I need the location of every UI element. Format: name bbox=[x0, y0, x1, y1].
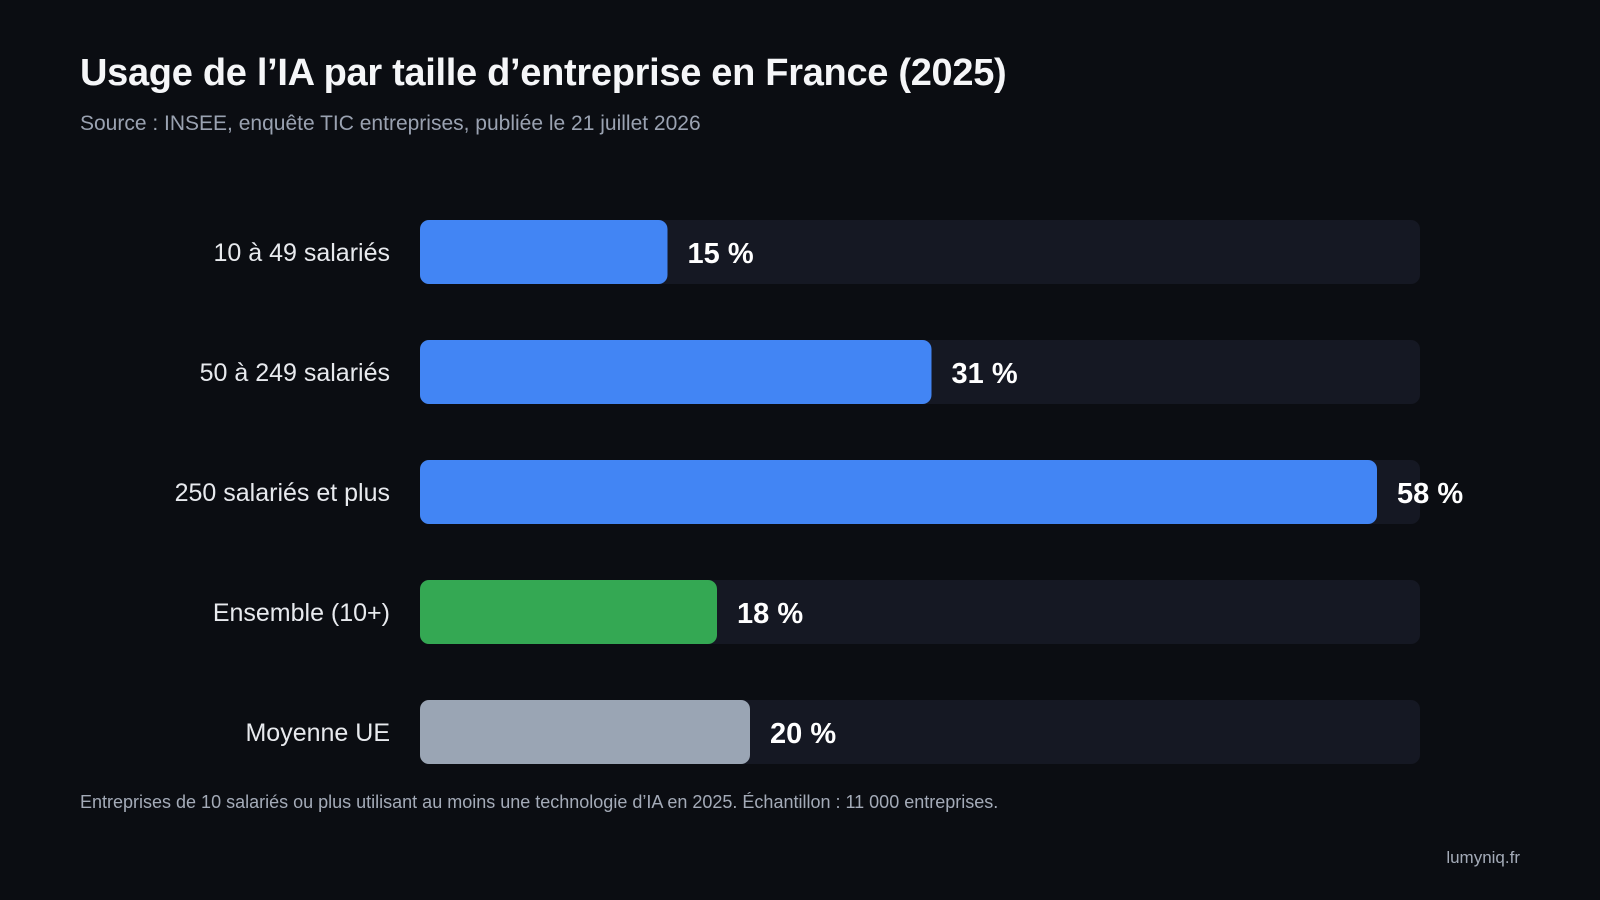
bar-moyenne-ue bbox=[420, 700, 750, 764]
chart-title: Usage de l’IA par taille d’entreprise en… bbox=[80, 52, 1007, 94]
site-credit: lumyniq.fr bbox=[1446, 848, 1520, 867]
category-label-50-a-249-salaries: 50 à 249 salariés bbox=[200, 359, 390, 387]
value-label-ensemble-10: 18 % bbox=[737, 598, 803, 630]
category-label-10-a-49-salaries: 10 à 49 salariés bbox=[213, 239, 390, 267]
footnote: Entreprises de 10 salariés ou plus utili… bbox=[80, 792, 999, 812]
category-label-ensemble-10: Ensemble (10+) bbox=[213, 599, 390, 627]
bar-track-10-a-49-salaries bbox=[420, 220, 1420, 284]
category-label-250-salaries-et-plus: 250 salariés et plus bbox=[175, 479, 390, 507]
chart-subtitle: Source : INSEE, enquête TIC entreprises,… bbox=[80, 112, 701, 135]
bar-ensemble-10 bbox=[420, 580, 717, 644]
bar-50-a-249-salaries bbox=[420, 340, 932, 404]
value-label-10-a-49-salaries: 15 % bbox=[688, 238, 754, 270]
bar-250-salaries-et-plus bbox=[420, 460, 1377, 524]
value-label-250-salaries-et-plus: 58 % bbox=[1397, 478, 1463, 510]
value-label-50-a-249-salaries: 31 % bbox=[952, 358, 1018, 390]
value-label-moyenne-ue: 20 % bbox=[770, 718, 836, 750]
bar-10-a-49-salaries bbox=[420, 220, 668, 284]
category-label-moyenne-ue: Moyenne UE bbox=[245, 719, 390, 747]
